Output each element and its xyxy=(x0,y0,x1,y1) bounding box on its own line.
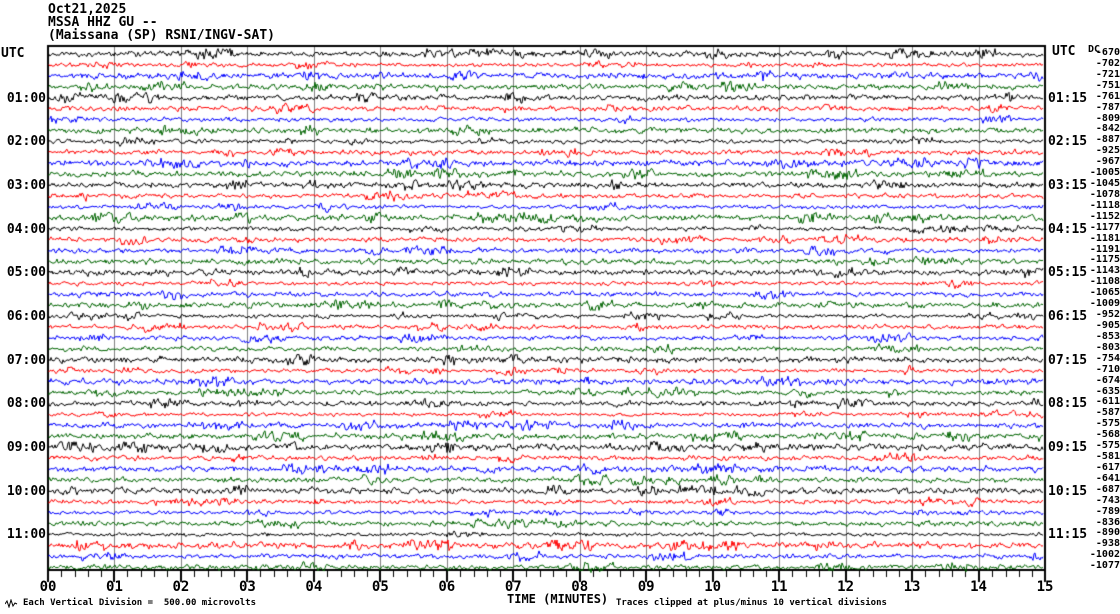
x-tick-label: 03 xyxy=(238,579,256,595)
dc-offset-value: -925 xyxy=(1095,145,1120,157)
dc-offset-value: -754 xyxy=(1095,352,1120,364)
header-description: (Maissana (SP) RSNI/INGV-SAT) xyxy=(48,28,275,43)
hour-label-right: 08:15 xyxy=(1048,396,1088,412)
hour-label-left: 08:00 xyxy=(6,396,46,412)
hour-label-left: 05:00 xyxy=(6,265,46,281)
hour-label-left: 01:00 xyxy=(6,90,46,106)
dc-offset-value: -1177 xyxy=(1089,221,1120,233)
hour-label-right: 05:15 xyxy=(1048,265,1088,281)
dc-offset-value: -1002 xyxy=(1089,549,1120,561)
dc-offset-value: -1045 xyxy=(1089,178,1120,190)
dc-offset-value: -751 xyxy=(1095,79,1120,91)
dc-offset-value: -670 xyxy=(1095,47,1120,58)
vertical-division-note: Each Vertical Division = 500.00 microvol… xyxy=(23,598,256,608)
dc-offset-value: -635 xyxy=(1095,385,1120,397)
x-axis-title: TIME (MINUTES) xyxy=(507,592,609,606)
hour-label-left: 03:00 xyxy=(6,178,46,194)
hour-label-left: 11:00 xyxy=(6,527,46,543)
dc-offset-value: -1118 xyxy=(1089,199,1120,211)
dc-offset-value: -853 xyxy=(1095,330,1120,342)
dc-offset-value: -1143 xyxy=(1089,265,1120,277)
hour-label-right: 10:15 xyxy=(1048,483,1088,499)
dc-offset-value: -575 xyxy=(1095,418,1120,430)
dc-offset-value: -587 xyxy=(1095,407,1120,419)
hour-label-left: 04:00 xyxy=(6,221,46,237)
x-tick-label: 08 xyxy=(571,579,589,595)
dc-offset-value: -617 xyxy=(1095,461,1120,473)
x-tick-label: 01 xyxy=(106,579,123,595)
hour-label-right: 02:15 xyxy=(1048,134,1088,150)
hour-label-right: 03:15 xyxy=(1048,178,1088,194)
utc-label-right: UTC xyxy=(1052,44,1076,59)
dc-offset-value: -809 xyxy=(1095,112,1120,124)
clipping-note: Traces clipped at plus/minus 10 vertical… xyxy=(616,598,887,608)
x-tick-label: 11 xyxy=(770,579,788,595)
hour-label-left: 06:00 xyxy=(6,309,46,325)
dc-offset-value: -952 xyxy=(1095,309,1120,321)
dc-offset-value: -1181 xyxy=(1089,232,1120,244)
dc-offset-value: -789 xyxy=(1095,505,1120,517)
x-tick-label: 05 xyxy=(371,579,389,595)
dc-offset-value: -611 xyxy=(1095,396,1120,408)
utc-label-left: UTC xyxy=(1,46,25,61)
dc-offset-value: -1152 xyxy=(1089,210,1120,222)
hour-label-right: 11:15 xyxy=(1048,527,1088,543)
hour-label-left: 02:00 xyxy=(6,134,46,150)
dc-offset-value: -674 xyxy=(1095,374,1120,386)
dc-offset-value: -568 xyxy=(1095,429,1120,441)
x-tick-label: 10 xyxy=(704,579,722,595)
hour-label-left: 07:00 xyxy=(6,352,46,368)
dc-offset-value: -887 xyxy=(1095,134,1120,146)
dc-offset-value: -1077 xyxy=(1089,560,1120,572)
hour-label-right: 09:15 xyxy=(1048,440,1088,456)
dc-offset-value: -890 xyxy=(1095,527,1120,539)
x-tick-label: 06 xyxy=(438,579,456,595)
hour-label-left: 09:00 xyxy=(6,440,46,456)
dc-offset-value: -938 xyxy=(1095,538,1120,550)
dc-offset-value: -581 xyxy=(1095,451,1120,463)
dc-offset-value: -687 xyxy=(1095,483,1120,495)
dc-offset-value: -575 xyxy=(1095,440,1120,452)
hour-label-right: 04:15 xyxy=(1048,221,1088,237)
dc-offset-value: -967 xyxy=(1095,156,1120,168)
hour-label-right: 07:15 xyxy=(1048,352,1088,368)
dc-offset-value: -641 xyxy=(1095,472,1120,484)
x-tick-label: 13 xyxy=(903,579,921,595)
dc-offset-value: -702 xyxy=(1095,57,1120,69)
x-tick-label: 14 xyxy=(970,579,987,595)
dc-column-header: DC xyxy=(1088,44,1101,55)
dc-offset-value: -721 xyxy=(1095,68,1120,80)
dc-offset-value: -761 xyxy=(1095,90,1120,102)
dc-offset-value: -803 xyxy=(1095,341,1120,353)
waveform-icon xyxy=(5,599,18,608)
dc-offset-value: -710 xyxy=(1095,363,1120,375)
header-station: MSSA HHZ GU -- xyxy=(48,15,158,30)
x-tick-label: 02 xyxy=(172,579,190,595)
dc-offset-value: -1065 xyxy=(1089,287,1120,299)
dc-offset-value: -1005 xyxy=(1089,167,1120,179)
dc-offset-value: -1078 xyxy=(1089,188,1120,200)
x-tick-label: 12 xyxy=(837,579,855,595)
hour-label-right: 01:15 xyxy=(1048,90,1088,106)
dc-offset-value: -1175 xyxy=(1089,254,1120,266)
x-tick-label: 09 xyxy=(637,579,655,595)
x-tick-label: 15 xyxy=(1036,579,1054,595)
dc-offset-value: -836 xyxy=(1095,516,1120,528)
header-date: Oct21,2025 xyxy=(48,2,127,17)
hour-label-left: 10:00 xyxy=(6,483,46,499)
dc-offset-value: -905 xyxy=(1095,320,1120,331)
dc-offset-value: -743 xyxy=(1095,494,1120,506)
dc-offset-value: -842 xyxy=(1095,123,1120,135)
dc-offset-value: -787 xyxy=(1095,101,1120,113)
x-tick-label: 04 xyxy=(305,579,323,595)
dc-offset-value: -1108 xyxy=(1089,276,1120,288)
x-tick-label: 07 xyxy=(504,579,522,595)
dc-offset-value: -1009 xyxy=(1089,298,1120,310)
x-tick-label: 00 xyxy=(39,579,57,595)
dc-offset-value: -1191 xyxy=(1089,243,1120,255)
hour-label-right: 06:15 xyxy=(1048,309,1088,325)
